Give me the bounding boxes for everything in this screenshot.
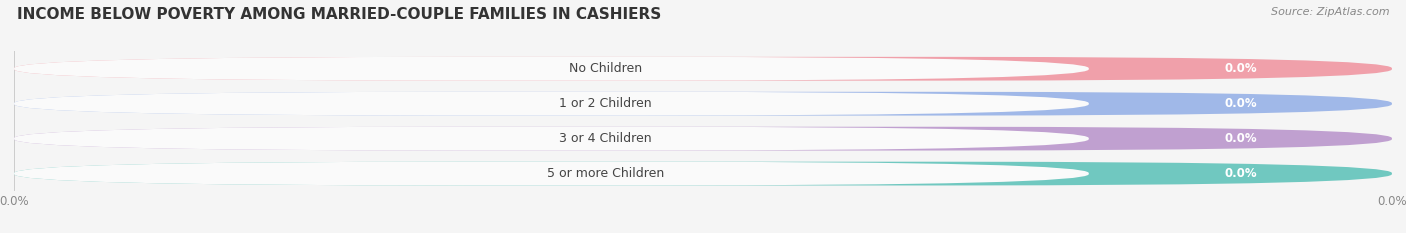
Text: 0.0%: 0.0% xyxy=(1225,167,1257,180)
FancyBboxPatch shape xyxy=(14,57,1392,81)
Text: 0.0%: 0.0% xyxy=(1225,97,1257,110)
Text: Source: ZipAtlas.com: Source: ZipAtlas.com xyxy=(1271,7,1389,17)
FancyBboxPatch shape xyxy=(14,92,1392,116)
Text: 3 or 4 Children: 3 or 4 Children xyxy=(558,132,651,145)
Text: No Children: No Children xyxy=(568,62,641,75)
Text: 1 or 2 Children: 1 or 2 Children xyxy=(558,97,651,110)
FancyBboxPatch shape xyxy=(14,162,1088,185)
FancyBboxPatch shape xyxy=(14,57,1088,81)
FancyBboxPatch shape xyxy=(14,127,1088,151)
Text: INCOME BELOW POVERTY AMONG MARRIED-COUPLE FAMILIES IN CASHIERS: INCOME BELOW POVERTY AMONG MARRIED-COUPL… xyxy=(17,7,661,22)
Text: 0.0%: 0.0% xyxy=(1225,132,1257,145)
Text: 0.0%: 0.0% xyxy=(1225,62,1257,75)
Text: 5 or more Children: 5 or more Children xyxy=(547,167,664,180)
FancyBboxPatch shape xyxy=(14,92,1088,116)
FancyBboxPatch shape xyxy=(14,162,1392,185)
FancyBboxPatch shape xyxy=(14,127,1392,151)
